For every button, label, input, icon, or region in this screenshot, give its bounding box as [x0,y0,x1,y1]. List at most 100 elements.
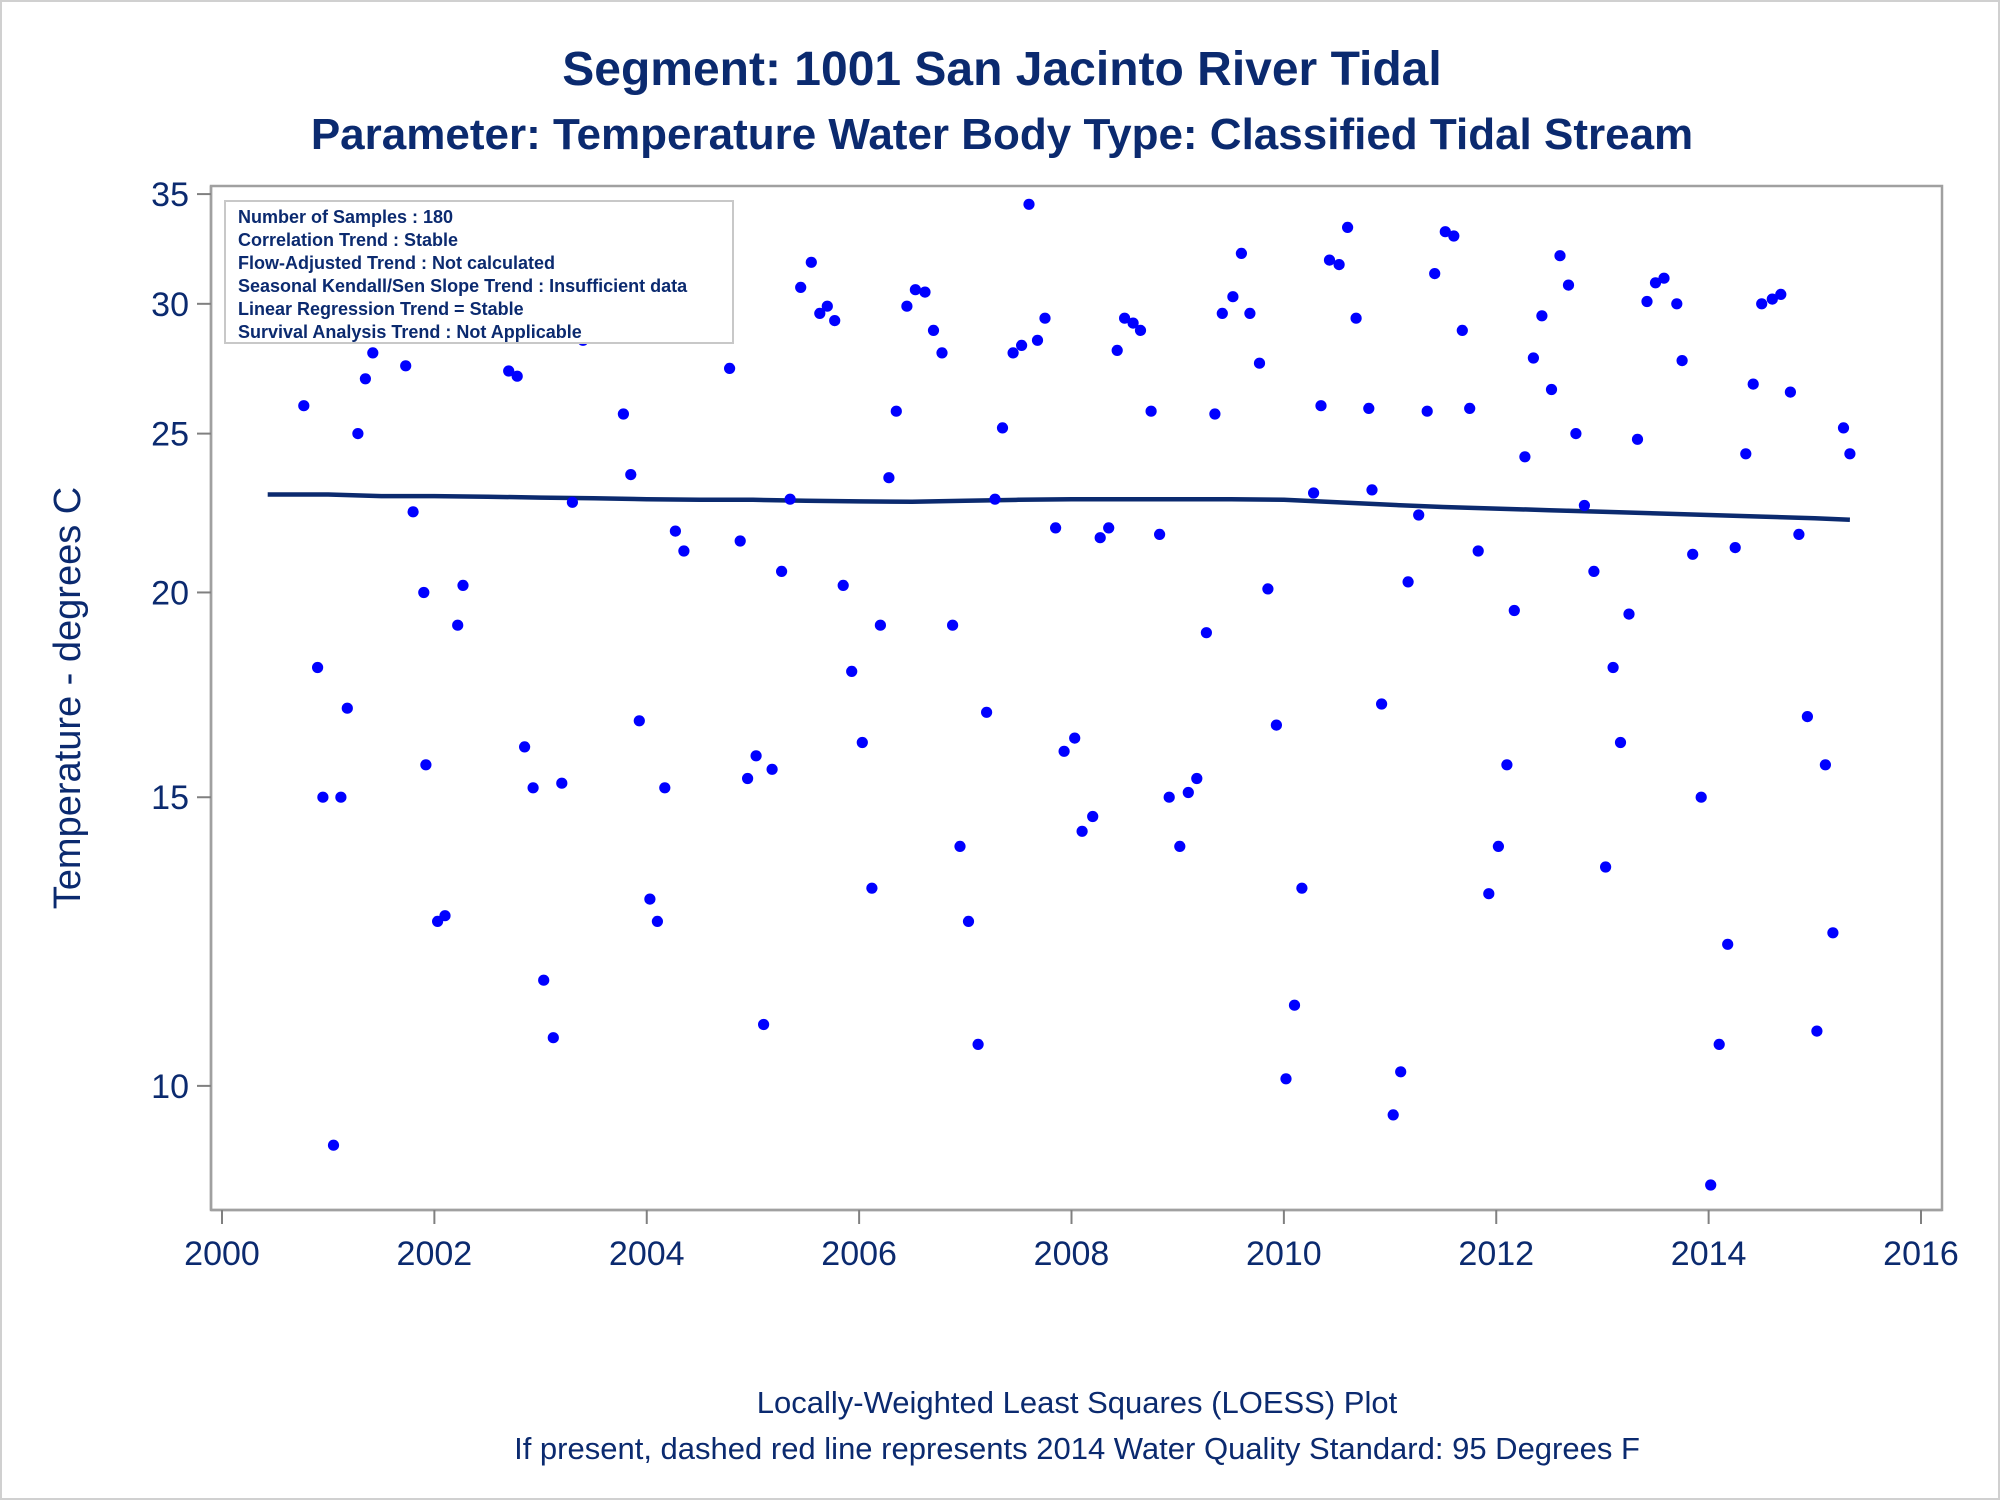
data-point [1837,422,1850,434]
x-tick-label: 2004 [609,1235,685,1273]
data-point [511,370,523,382]
data-point [1439,226,1451,238]
data-point [1641,295,1653,308]
data-point [1235,247,1247,259]
data-point [1253,357,1266,369]
data-point [724,362,736,374]
data-point [1775,288,1787,300]
data-point [1508,604,1520,617]
data-point [989,493,1001,505]
data-point [1819,759,1831,771]
data-point [927,324,940,336]
footnote-loess: Locally-Weighted Least Squares (LOESS) P… [757,1385,1398,1420]
data-point [1039,312,1051,324]
data-point [1578,499,1590,512]
data-point [1350,312,1362,324]
data-point [359,373,371,385]
data-point [1087,810,1099,823]
y-axis-label: Temperature - degrees C [47,487,89,909]
data-point [758,1018,770,1031]
y-tick-label: 10 [151,1068,189,1106]
data-point [1483,888,1495,900]
data-point [1094,532,1106,544]
footnote-standard: If present, dashed red line represents 2… [514,1431,1640,1466]
data-point [996,422,1009,434]
data-point [1227,291,1239,303]
data-point [457,579,469,592]
data-point [1342,221,1354,233]
y-tick-label: 35 [151,176,189,214]
data-point [1844,448,1856,460]
y-tick-label: 25 [151,416,189,454]
data-point [1387,1109,1399,1121]
data-point [1244,307,1256,319]
data-point [1811,1025,1823,1037]
data-point [1134,324,1147,336]
data-point [829,315,841,327]
data-point [734,535,746,547]
data-point [1729,542,1741,554]
data-point [1069,732,1081,744]
data-point [1527,352,1539,364]
y-tick-label: 20 [151,574,189,612]
data-point [1323,254,1336,266]
data-point [1607,661,1619,674]
trend-summary-frame [224,200,734,344]
data-point [1570,428,1582,440]
data-point [1333,259,1345,271]
data-point [633,715,645,727]
data-point [890,405,902,417]
data-point [1519,451,1531,463]
data-point [400,360,412,372]
data-point [1111,344,1123,356]
data-point [527,782,539,794]
data-point [1501,759,1513,771]
data-point [669,525,682,537]
data-point [1740,448,1752,460]
data-point [327,1139,340,1151]
data-point [883,472,895,484]
chart-title: Segment: 1001 San Jacinto River Tidal [562,43,1441,96]
data-point [651,915,664,928]
data-point [874,619,887,631]
x-tick-label: 2010 [1246,1235,1322,1273]
data-point [795,281,807,293]
x-tick-label: 2008 [1034,1235,1110,1273]
data-point [1536,310,1548,322]
data-point [538,974,550,986]
data-point [1588,565,1600,578]
data-point [954,840,966,853]
points-layer [262,198,1856,1191]
data-point [1270,719,1282,731]
x-tick-label: 2006 [821,1235,897,1273]
data-point [439,910,451,922]
x-axis: 2000 2002 2004 2006 2008 2010 2012 2014 2016 [184,1208,1959,1273]
data-point [1296,882,1308,894]
data-point [1209,408,1221,420]
data-point [1145,405,1157,417]
data-point [1103,522,1115,534]
y-tick-label: 30 [151,286,189,324]
x-tick-label: 2000 [184,1235,260,1273]
data-point [617,408,630,420]
data-point [936,347,948,359]
data-point [1050,522,1062,534]
data-point [352,428,364,440]
data-point [452,619,464,631]
loess-line [267,492,1851,523]
data-point [1308,487,1320,499]
data-point [1288,999,1301,1011]
data-point [1827,927,1839,939]
data-point [1163,791,1175,803]
data-point [1600,861,1612,873]
data-point [1472,545,1484,557]
x-tick-label: 2012 [1458,1235,1534,1273]
data-point [1756,298,1768,310]
data-point [766,763,778,775]
data-point [750,750,762,762]
trend-summary-box: Number of Samples : 180 Correlation Trend… [224,200,734,344]
data-point [1154,528,1166,541]
data-point [901,300,913,312]
data-point [1766,293,1778,305]
